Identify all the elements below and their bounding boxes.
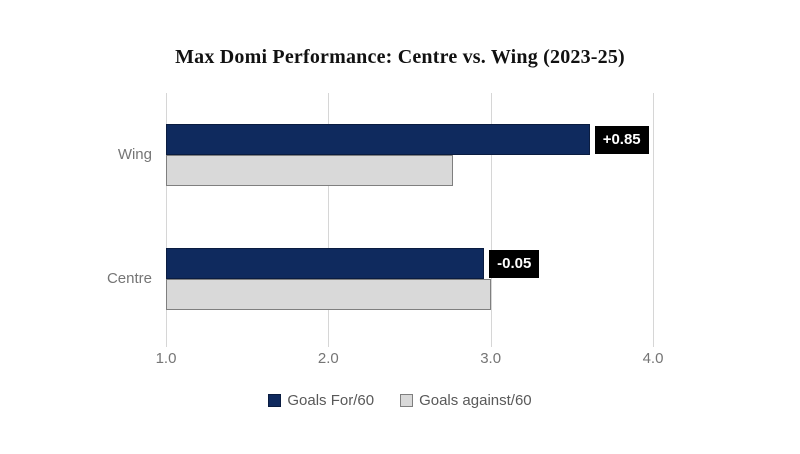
legend: Goals For/60 Goals against/60 bbox=[0, 392, 800, 409]
legend-label: Goals against/60 bbox=[419, 392, 532, 409]
x-tick-label: 1.0 bbox=[155, 350, 177, 367]
plot-area bbox=[166, 93, 654, 347]
bar-centre-series-0 bbox=[166, 248, 485, 279]
chart-title: Max Domi Performance: Centre vs. Wing (2… bbox=[175, 46, 625, 68]
legend-item-0: Goals For/60 bbox=[268, 392, 374, 409]
bar-centre-series-1 bbox=[166, 279, 491, 310]
data-label-centre: -0.05 bbox=[489, 249, 540, 278]
x-tick-label: 2.0 bbox=[317, 350, 339, 367]
x-tick-label: 3.0 bbox=[480, 350, 502, 367]
gridline-x-2.0 bbox=[328, 93, 330, 347]
legend-item-1: Goals against/60 bbox=[400, 392, 532, 409]
category-label-centre: Centre bbox=[106, 270, 152, 287]
x-tick-label: 4.0 bbox=[642, 350, 664, 367]
gridline-x-1.0 bbox=[166, 93, 167, 347]
legend-label: Goals For/60 bbox=[287, 392, 375, 409]
gridline-x-4.0 bbox=[653, 93, 654, 347]
data-label-wing: +0.85 bbox=[594, 125, 649, 154]
bar-wing-series-0 bbox=[166, 124, 590, 155]
category-label-wing: Wing bbox=[117, 146, 152, 163]
gridline-x-3.0 bbox=[490, 93, 492, 347]
legend-swatch-icon bbox=[268, 394, 282, 407]
legend-swatch-icon bbox=[400, 394, 414, 407]
bar-wing-series-1 bbox=[166, 155, 454, 186]
